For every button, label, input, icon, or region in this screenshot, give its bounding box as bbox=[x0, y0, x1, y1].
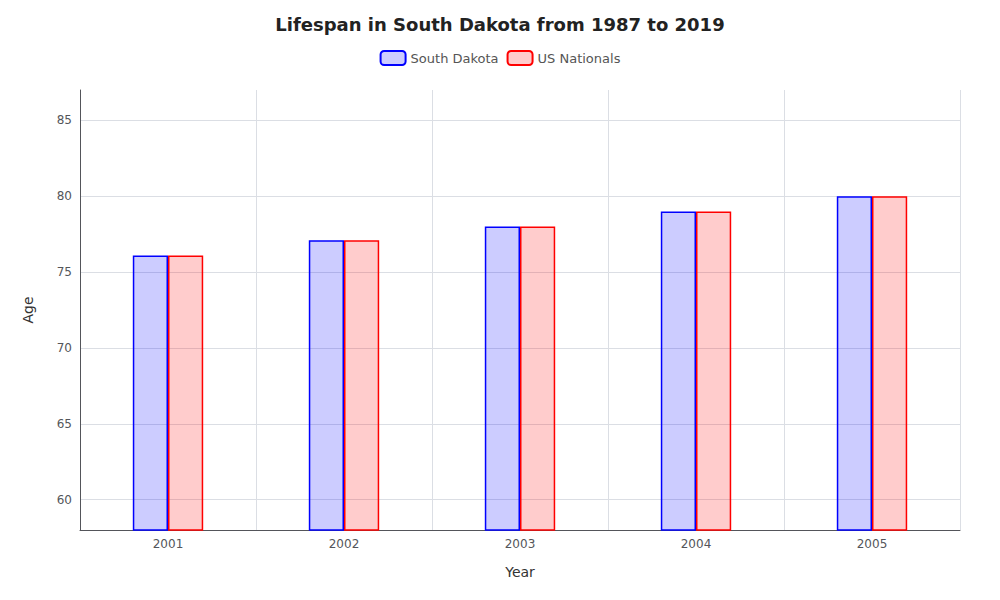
svg-text:2004: 2004 bbox=[681, 537, 712, 551]
svg-text:2002: 2002 bbox=[329, 537, 360, 551]
svg-text:Age: Age bbox=[20, 296, 36, 323]
svg-text:2005: 2005 bbox=[857, 537, 888, 551]
svg-text:85: 85 bbox=[57, 113, 72, 127]
svg-text:65: 65 bbox=[57, 417, 72, 431]
svg-text:75: 75 bbox=[57, 265, 72, 279]
svg-text:70: 70 bbox=[57, 341, 72, 355]
svg-text:2003: 2003 bbox=[505, 537, 536, 551]
svg-text:80: 80 bbox=[57, 189, 72, 203]
svg-text:Lifespan in South Dakota from: Lifespan in South Dakota from 1987 to 20… bbox=[275, 14, 724, 35]
svg-text:60: 60 bbox=[57, 493, 72, 507]
svg-text:2001: 2001 bbox=[153, 537, 184, 551]
svg-text:Year: Year bbox=[504, 564, 535, 580]
svg-text:South Dakota: South Dakota bbox=[411, 51, 499, 66]
svg-text:US Nationals: US Nationals bbox=[538, 51, 621, 66]
